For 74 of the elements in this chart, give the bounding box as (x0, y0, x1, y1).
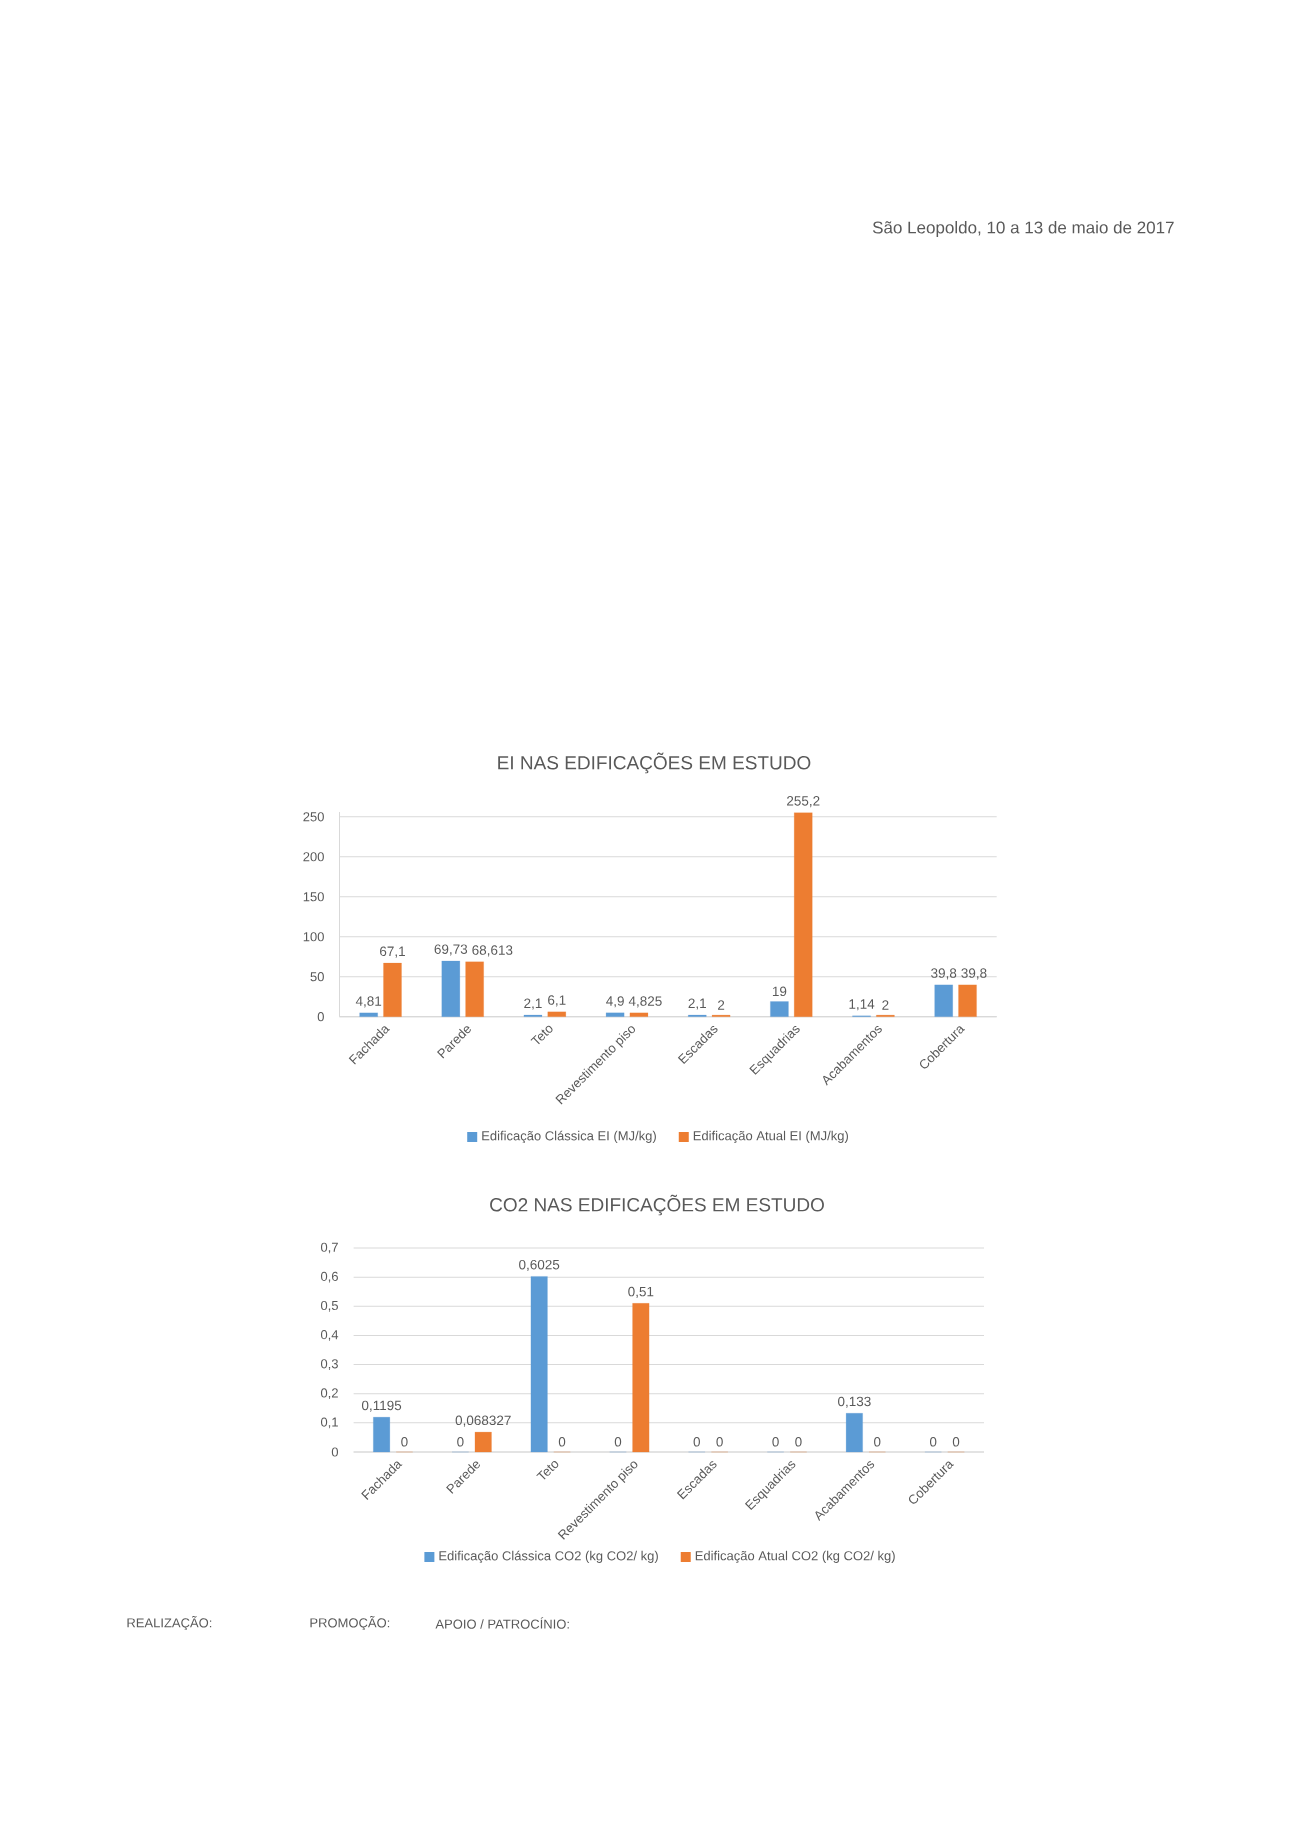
data-label: 2,1 (524, 998, 542, 1010)
y-tick-label: 0,3 (320, 1359, 338, 1370)
bar (373, 1417, 390, 1453)
bar (846, 1413, 863, 1453)
legend-label: Edificação Clássica CO2 (kg CO2/ kg) (439, 1550, 658, 1564)
data-label: 4,9 (606, 996, 624, 1008)
data-label: 0 (772, 1437, 779, 1447)
text: APOIO / PATROCÍNIO: (435, 1617, 569, 1629)
chart-title: EI NAS EDIFICAÇÕES EM ESTUDO (498, 752, 811, 774)
bar (383, 962, 402, 1017)
y-tick-label: 0,4 (320, 1330, 339, 1341)
y-tick-label: 250 (303, 812, 324, 822)
data-label: 255,2 (787, 796, 820, 808)
bar (465, 961, 484, 1017)
x-tick-label: Teto (530, 1025, 553, 1045)
text: PROMOÇÃO: (310, 1615, 390, 1631)
bar (629, 1012, 649, 1017)
bar (474, 1431, 492, 1453)
data-label: 0 (952, 1437, 960, 1447)
y-tick-label: 50 (310, 972, 324, 982)
data-label: 0 (929, 1437, 937, 1447)
y-tick-label: 0,6 (320, 1271, 338, 1283)
y-tick-label: 150 (303, 892, 324, 902)
data-label: 68,613 (472, 945, 513, 957)
data-label: 39,8 (961, 968, 987, 980)
bar (770, 1001, 789, 1017)
data-label: 69,73 (434, 944, 468, 956)
y-tick-label: 0 (331, 1447, 339, 1457)
bar (530, 1276, 548, 1453)
data-label: 0 (716, 1437, 723, 1447)
data-label: 0 (614, 1437, 622, 1447)
bar (794, 812, 813, 1017)
data-label: 0 (558, 1437, 566, 1447)
data-label: 0 (401, 1437, 408, 1447)
legend-label: Edificação Atual CO2 (kg CO2/ kg) (695, 1550, 895, 1563)
bar (359, 1012, 378, 1017)
y-tick-label: 0,1 (320, 1417, 338, 1429)
text: REALIZAÇÃO: (127, 1615, 212, 1631)
data-label: 4,81 (355, 996, 382, 1008)
legend-label: Edificação Atual EI (MJ/kg) (693, 1130, 848, 1143)
bar (632, 1303, 650, 1453)
data-label: 0 (874, 1437, 881, 1447)
data-label: 2 (882, 1000, 889, 1010)
data-label: 0 (457, 1437, 464, 1447)
data-label: 0,6025 (519, 1259, 560, 1272)
data-label: 2 (718, 1000, 725, 1010)
data-label: 4,825 (628, 996, 662, 1008)
y-tick-label: 0,7 (320, 1242, 338, 1254)
data-label: 6,1 (548, 995, 566, 1007)
y-tick-label: 200 (303, 852, 324, 862)
data-label: 0,1195 (361, 1400, 402, 1412)
x-tick-label: Teto (536, 1461, 559, 1480)
data-label: 0,068327 (455, 1415, 511, 1427)
text: São Leopoldo, 10 a 13 de maio de 2017 (872, 221, 1174, 237)
bar (934, 984, 953, 1017)
y-tick-label: 0,2 (320, 1388, 338, 1400)
data-label: 67,1 (380, 946, 405, 958)
legend-label: Edificação Clássica EI (MJ/kg) (482, 1130, 656, 1144)
data-label: 0,51 (628, 1286, 654, 1298)
bar (547, 1011, 566, 1017)
bar (441, 960, 460, 1017)
data-label: 0,133 (838, 1396, 871, 1408)
data-label: 39,8 (931, 968, 957, 980)
data-label: 19 (772, 986, 787, 997)
y-tick-label: 0,5 (320, 1300, 338, 1312)
chart-title: CO2 NAS EDIFICAÇÕES EM ESTUDO (490, 1194, 824, 1216)
y-tick-label: 0 (317, 1012, 324, 1022)
data-label: 2,1 (688, 998, 706, 1010)
bar (958, 984, 977, 1017)
bar (605, 1012, 625, 1017)
data-label: 1,14 (849, 999, 875, 1011)
data-label: 0 (795, 1437, 802, 1447)
data-label: 0 (693, 1437, 700, 1447)
y-tick-label: 100 (303, 932, 324, 942)
